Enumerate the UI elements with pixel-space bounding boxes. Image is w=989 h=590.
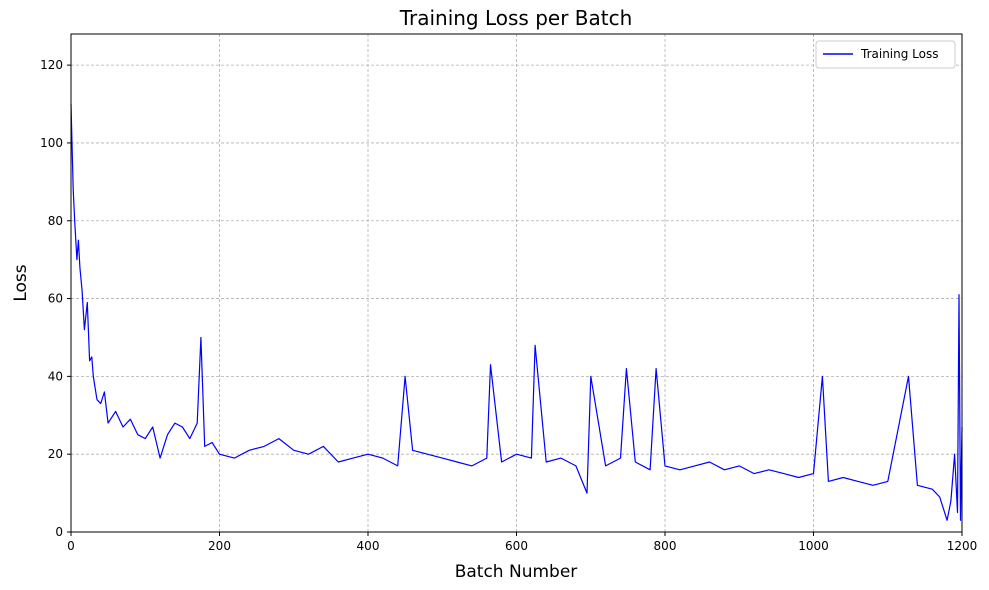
plot-frame: [70, 33, 963, 533]
y-tick-label: 120: [40, 58, 63, 72]
y-tick-label: 60: [48, 292, 63, 306]
y-axis: 0 20 40 60 80 100 120: [40, 58, 71, 539]
x-tick-label: 200: [208, 539, 231, 553]
x-tick-label: 0: [67, 539, 75, 553]
x-axis-label: Batch Number: [455, 562, 578, 582]
y-tick-label: 0: [55, 525, 63, 539]
legend: Training Loss: [815, 40, 956, 69]
x-axis: 0 200 400 600 800 1000 1200: [67, 532, 977, 553]
y-tick-label: 40: [48, 369, 63, 383]
series-line-training-loss: [70, 103, 963, 521]
y-tick-label: 100: [40, 136, 63, 150]
chart-title: Training Loss per Batch: [399, 6, 633, 30]
legend-label-training-loss: Training Loss: [860, 47, 938, 61]
y-axis-label: Loss: [11, 264, 31, 301]
x-tick-label: 800: [654, 539, 677, 553]
x-tick-label: 1000: [798, 539, 829, 553]
x-tick-label: 400: [357, 539, 380, 553]
legend-box: [815, 40, 956, 69]
y-tick-label: 80: [48, 214, 63, 228]
x-tick-label: 1200: [947, 539, 978, 553]
y-tick-label: 20: [48, 447, 63, 461]
grid: [70, 34, 963, 533]
x-tick-label: 600: [505, 539, 528, 553]
plot-area: [70, 103, 963, 521]
